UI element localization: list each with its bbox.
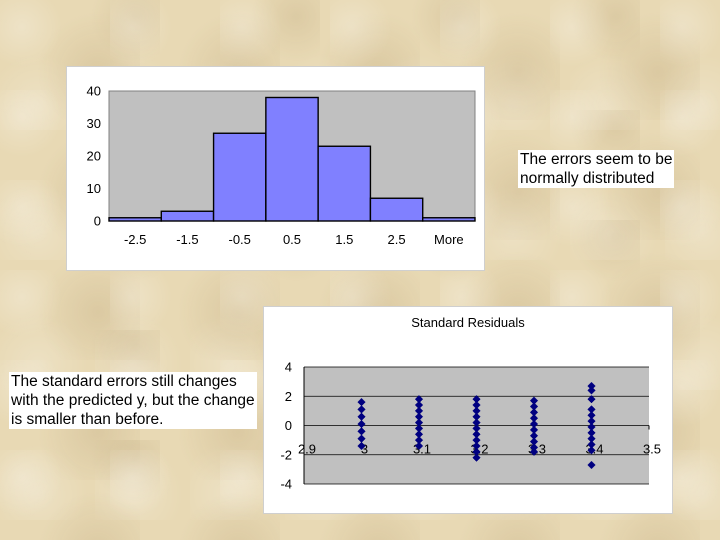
histogram-bar [265,96,319,222]
residuals-x-tick-label: 2.9 [298,442,316,457]
residuals-y-tick-label: -2 [280,447,292,462]
histogram-x-tick-label: 2.5 [388,232,406,247]
histogram-x-tick-label: -2.5 [124,232,146,247]
residual-point [587,460,596,470]
histogram-x-tick-label: -0.5 [229,232,251,247]
normality-note-line-2: normally distributed [520,170,655,187]
residuals-scatter-chart: Standard Residuals -4 -2 0 2 4 2.9 3 3.1 3.2 3.3 3.… [280,315,661,492]
residuals-x-tick-label: 3 [361,442,368,457]
residuals-note: The standard errors still changes with t… [9,372,257,429]
histogram-chart-panel: 0 10 20 30 40 -2.5 -1.5 -0.5 0.5 1.5 2.5 More [66,66,485,271]
histogram-bar [212,132,267,222]
residuals-y-tick-label: 0 [285,418,292,433]
residuals-x-tick-label: 3.1 [413,442,431,457]
histogram-y-tick-label: 40 [87,84,101,99]
residual-point [587,386,596,395]
histogram-y-tick-label: 0 [94,214,101,229]
residuals-note-line-3: is smaller than before. [11,411,164,428]
residuals-x-tick-label: 3.3 [528,442,546,457]
residual-point [414,441,424,451]
residual-point [587,395,596,404]
histogram-bar [317,145,372,222]
histogram-bar [369,197,424,222]
histogram-y-tick-label: 20 [87,149,101,164]
residuals-x-tick-label: 3.2 [470,442,488,457]
histogram-y-tick-label: 30 [87,116,101,131]
residual-point [357,441,366,451]
residual-point [529,447,539,456]
histogram-x-tick-label: 0.5 [283,232,301,247]
residuals-note-line-1: The standard errors still changes [11,373,237,390]
histogram-x-tick-label: More [434,232,464,247]
residuals-chart-title: Standard Residuals [411,315,525,330]
histogram-chart: 0 10 20 30 40 -2.5 -1.5 -0.5 0.5 1.5 2.5 More [87,84,476,247]
normality-note: The errors seem to be normally distribut… [518,150,675,188]
residuals-note-line-2: with the predicted y, but the change [11,392,255,409]
residuals-y-tick-label: 4 [285,360,292,375]
histogram-y-tick-label: 10 [87,181,101,196]
histogram-x-tick-label: -1.5 [176,232,198,247]
residual-point [587,446,596,455]
normality-note-line-1: The errors seem to be [520,151,673,168]
residuals-y-tick-label: -4 [280,477,292,492]
histogram-x-tick-label: 1.5 [335,232,353,247]
residuals-x-tick-label: 3.5 [643,442,661,457]
residuals-y-tick-label: 2 [285,389,292,404]
residuals-chart-panel: Standard Residuals -4 -2 0 2 4 2.9 3 3.1 3.2 3.3 3.… [263,306,673,514]
histogram-bar [160,210,215,222]
residual-point [472,453,481,462]
